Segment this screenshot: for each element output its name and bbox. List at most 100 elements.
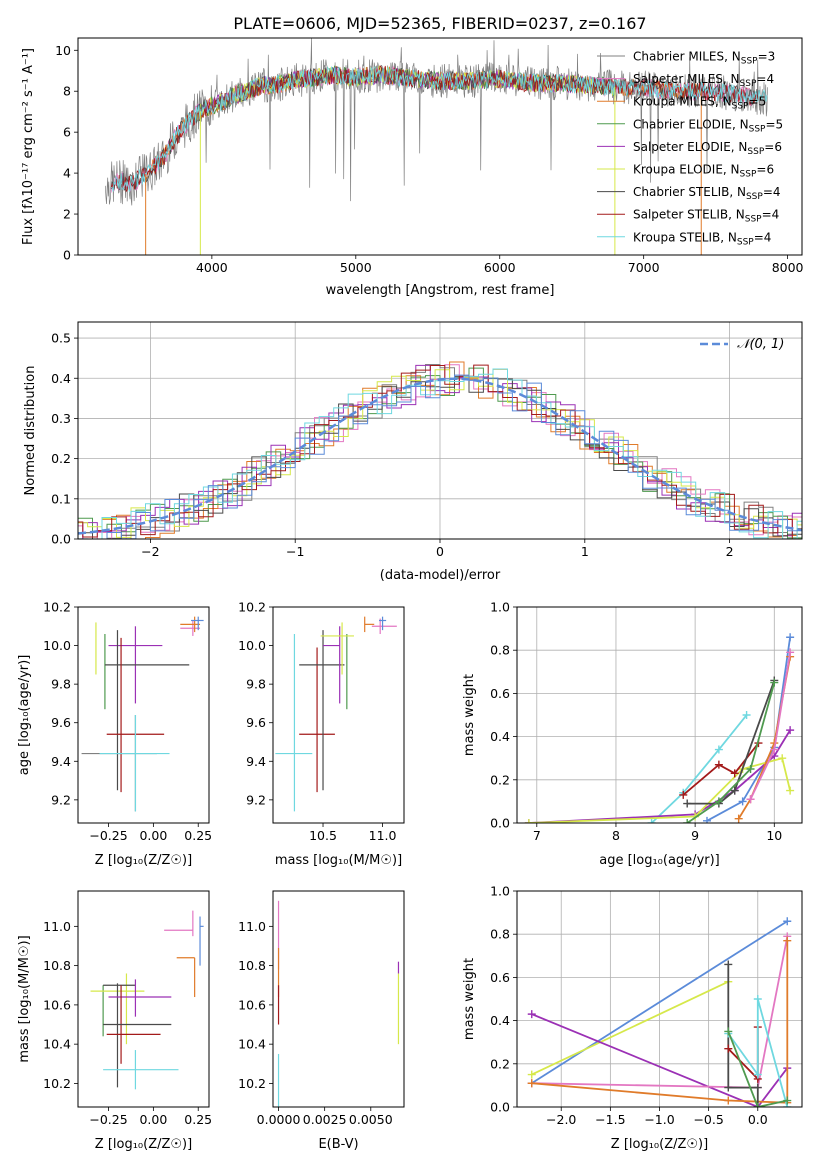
legend-label: Chabrier STELIB, NSSP=4 xyxy=(633,185,781,202)
legend-label-sub: SSP xyxy=(732,102,749,112)
y-tick-label: 9.6 xyxy=(51,715,71,730)
x-tick-label: 4000 xyxy=(196,260,228,275)
legend-label-sub: SSP xyxy=(737,237,754,247)
age-vs-mass-panel: 10.5 11.0 9.2 9.4 9.6 9.8 10.0 10.2 mass [log₁₀(… xyxy=(238,600,405,868)
y-tick-label: 1.0 xyxy=(490,884,510,899)
y-tick-label: 10.8 xyxy=(43,958,71,973)
y-tick-label: 11.0 xyxy=(43,919,71,934)
histogram-step-line xyxy=(78,368,802,539)
mass-weight-marker xyxy=(753,995,762,1003)
mass-weight-marker xyxy=(746,765,755,773)
mass-weight-marker xyxy=(683,819,692,823)
y-tick-label: 0.6 xyxy=(490,970,510,985)
mass-weight-line xyxy=(531,980,729,1076)
x-tick-label: 5000 xyxy=(340,260,372,275)
legend-label-main: Chabrier ELODIE, N xyxy=(633,117,749,131)
y-tick-label: 10 xyxy=(55,43,71,58)
mass-weight-line xyxy=(687,680,776,805)
axes-frame xyxy=(77,37,803,256)
mass-weight-marker xyxy=(770,745,779,754)
axes-frame xyxy=(516,606,803,824)
x-tick-label: −0.5 xyxy=(693,1112,723,1127)
x-tick-label: −2 xyxy=(141,544,159,559)
y-tick-label: 0.0 xyxy=(51,532,71,547)
x-axis-label: age [log₁₀(age/yr)] xyxy=(599,853,720,868)
mass-weight-line xyxy=(706,637,791,822)
mass-weight-marker xyxy=(724,960,733,969)
legend-label-main: Kroupa STELIB, N xyxy=(633,230,737,244)
x-tick-label: 6000 xyxy=(484,260,516,275)
x-tick-label: −0.25 xyxy=(89,1112,127,1127)
x-axis-label: Z [log₁₀(Z/Z☉)] xyxy=(611,1137,708,1152)
legend-label-tail: =4 xyxy=(763,185,781,199)
x-axis-label: mass [log₁₀(M/M☉)] xyxy=(275,853,402,868)
x-tick-label: −2.0 xyxy=(546,1112,576,1127)
y-tick-label: 0.1 xyxy=(51,491,71,506)
mass-weight-marker xyxy=(753,1070,762,1079)
chart-title: PLATE=0606, MJD=52365, FIBERID=0237, z=0… xyxy=(233,14,646,33)
mass-weight-marker xyxy=(734,814,743,823)
x-tick-label: 11.0 xyxy=(369,828,397,843)
legend-label-tail: =6 xyxy=(764,140,782,154)
y-tick-label: 10.4 xyxy=(43,1037,71,1052)
histogram-step-line xyxy=(78,374,802,539)
age-vs-metallicity-panel: −0.25 0.00 0.25 9.2 9.4 9.6 9.8 10.0 10.2 Z [log₁… xyxy=(17,600,212,869)
legend-label-sub: SSP xyxy=(745,215,762,225)
y-tick-label: 10.2 xyxy=(43,600,71,615)
x-tick-label: 0.0050 xyxy=(349,1112,393,1127)
y-tick-label: 10.4 xyxy=(238,1037,266,1052)
mass-weight-marker xyxy=(730,786,739,795)
mass-weight-marker xyxy=(679,790,688,799)
x-tick-label: 0.25 xyxy=(184,1112,212,1127)
y-tick-label: 1.0 xyxy=(490,600,510,615)
mass-weight-marker xyxy=(714,760,723,769)
mass-weight-marker xyxy=(527,1010,536,1019)
mass-weight-marker xyxy=(703,816,711,823)
axes-frame xyxy=(272,890,405,1108)
x-tick-label: 10 xyxy=(766,828,782,843)
x-tick-label: 8 xyxy=(612,828,620,843)
y-axis-label: mass [log₁₀(M/M☉)] xyxy=(17,935,32,1062)
mass-weight-line xyxy=(727,1031,788,1107)
histogram-step-line xyxy=(78,364,802,539)
mass-vs-ebv-panel: 0.0000 0.0025 0.0050 10.2 10.4 10.6 10.8 11.0 E(… xyxy=(238,890,405,1152)
y-tick-label: 9.8 xyxy=(246,677,266,692)
model-spectrum-line xyxy=(111,65,768,193)
mass-weight-marker xyxy=(724,1083,733,1092)
x-tick-label: 0 xyxy=(436,544,444,559)
x-tick-label: 7 xyxy=(533,828,541,843)
spectrum-panel: 4000 5000 6000 7000 8000 0 2 4 6 8 10 wavelength [A… xyxy=(21,37,804,298)
legend-label-main: Kroupa ELODIE, N xyxy=(633,163,740,177)
mass-weight-marker xyxy=(683,799,692,808)
mass-weight-marker xyxy=(770,678,779,687)
x-axis-label: Z [log₁₀(Z/Z☉)] xyxy=(95,1137,192,1152)
y-tick-label: 8 xyxy=(63,84,71,99)
y-tick-label: 11.0 xyxy=(238,919,266,934)
plot-area xyxy=(90,910,204,1090)
legend-label: Salpeter ELODIE, NSSP=6 xyxy=(633,140,782,157)
legend-label: Kroupa ELODIE, NSSP=6 xyxy=(633,163,774,180)
plot-area xyxy=(527,917,792,1107)
mass-weight-marker xyxy=(783,936,792,945)
model-spectrum-line xyxy=(110,65,759,193)
legend-label: Salpeter STELIB, NSSP=4 xyxy=(633,208,779,225)
y-tick-label: 10.2 xyxy=(43,1076,71,1091)
mass-weight-marker xyxy=(738,797,747,806)
x-tick-label: 2 xyxy=(726,544,734,559)
mass-vs-metallicity-panel: −0.25 0.00 0.25 10.2 10.4 10.6 10.8 11.0 Z [log₁… xyxy=(17,890,212,1152)
y-tick-label: 0.0 xyxy=(490,816,510,831)
legend-label: Salpeter MILES, NSSP=4 xyxy=(633,72,774,89)
legend-label-tail: =4 xyxy=(754,230,772,244)
y-tick-label: 0 xyxy=(63,248,71,263)
legend-label-tail: =4 xyxy=(756,72,774,86)
legend-label-tail: =5 xyxy=(765,117,783,131)
mass-weight-marker xyxy=(730,769,739,778)
y-tick-label: 4 xyxy=(63,166,71,181)
legend-label-sub: SSP xyxy=(741,57,758,67)
histogram-step-line xyxy=(78,364,802,539)
legend-label-tail: =5 xyxy=(749,95,767,109)
y-axis-label: mass weight xyxy=(462,674,477,756)
mass-weight-marker xyxy=(786,726,795,735)
legend-label-main: Salpeter ELODIE, N xyxy=(633,140,747,154)
